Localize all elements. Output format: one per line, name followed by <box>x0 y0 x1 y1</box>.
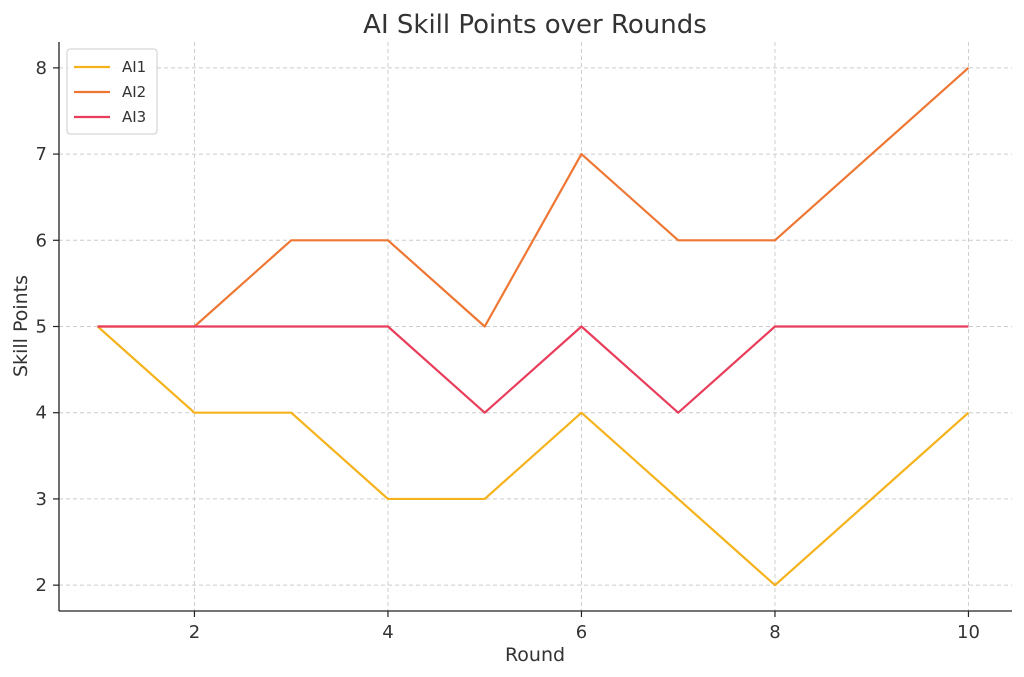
series-line-ai1 <box>96 325 970 587</box>
y-tick-label: 6 <box>36 230 47 251</box>
x-tick-label: 10 <box>957 622 980 643</box>
y-axis-ticks: 2 3 4 5 6 7 8 <box>36 58 59 596</box>
series-lines <box>96 67 970 587</box>
y-axis-label: Skill Points <box>10 275 32 377</box>
x-tick-label: 2 <box>189 622 200 643</box>
legend-label: AI3 <box>122 108 146 126</box>
x-tick-label: 8 <box>769 622 780 643</box>
x-axis-ticks: 2 4 6 8 10 <box>189 611 980 643</box>
x-tick-label: 4 <box>382 622 393 643</box>
series-line-ai3 <box>97 325 969 414</box>
y-tick-label: 7 <box>36 144 47 165</box>
x-tick-label: 6 <box>576 622 587 643</box>
y-tick-label: 8 <box>36 58 47 79</box>
legend: AI1 AI2 AI3 <box>66 48 158 135</box>
y-tick-label: 5 <box>36 317 47 338</box>
legend-label: AI2 <box>122 83 146 101</box>
series-line-ai2 <box>97 67 970 328</box>
y-tick-label: 2 <box>36 575 47 596</box>
y-tick-label: 3 <box>36 489 47 510</box>
legend-box <box>66 48 158 135</box>
legend-label: AI1 <box>122 58 146 76</box>
chart-title: AI Skill Points over Rounds <box>363 10 707 40</box>
y-tick-label: 4 <box>36 403 47 424</box>
x-axis-label: Round <box>505 644 565 666</box>
